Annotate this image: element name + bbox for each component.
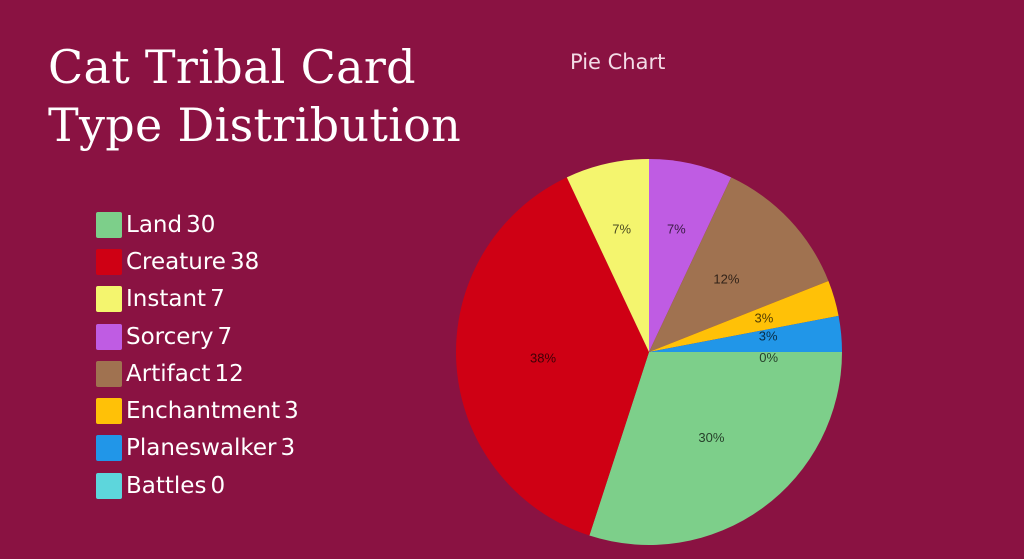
legend-value: 7 xyxy=(210,286,225,313)
legend-item-artifact: Artifact 12 xyxy=(96,355,299,392)
pie-slices xyxy=(455,159,842,545)
pie-label-battles: 0% xyxy=(759,350,778,365)
legend-swatch xyxy=(96,435,122,462)
legend-value: 0 xyxy=(210,472,226,499)
legend-label: Artifact xyxy=(126,360,211,387)
legend-item-planeswalker: Planeswalker 3 xyxy=(96,430,299,467)
pie-label-creature: 38% xyxy=(530,351,556,366)
legend-value: 12 xyxy=(214,360,244,387)
title-line-1: Cat Tribal Card xyxy=(48,40,416,94)
legend-value: 30 xyxy=(186,211,216,238)
pie-label-land: 30% xyxy=(698,430,724,445)
legend-item-enchantment: Enchantment 3 xyxy=(96,392,299,429)
legend-swatch xyxy=(96,211,122,238)
legend-swatch xyxy=(96,360,122,387)
legend-item-land: Land 30 xyxy=(96,206,299,243)
legend-label: Enchantment xyxy=(126,398,281,425)
title-line-2: Type Distribution xyxy=(48,98,462,152)
pie-label-enchantment: 3% xyxy=(755,311,774,326)
pie-slice-enchantment xyxy=(649,280,839,352)
legend-value: 7 xyxy=(217,323,233,350)
legend-swatch xyxy=(96,248,122,275)
legend-item-battles: Battles 0 xyxy=(96,467,299,504)
legend: Land 30 Creature 38 Instant 7 Sorcery 7 … xyxy=(96,206,299,504)
pie-slice-planeswalker xyxy=(649,315,842,352)
legend-swatch xyxy=(96,323,122,350)
legend-label: Instant xyxy=(126,286,207,313)
legend-label: Creature xyxy=(126,248,226,275)
legend-label: Planeswalker xyxy=(126,435,277,462)
chart-title: Pie Chart xyxy=(570,50,666,74)
legend-swatch xyxy=(96,398,122,425)
pie-label-sorcery: 7% xyxy=(667,222,686,237)
pie-label-planeswalker: 3% xyxy=(759,329,778,344)
pie-label-instant: 7% xyxy=(612,222,631,237)
page-title: Cat Tribal Card Type Distribution xyxy=(48,38,461,154)
pie-slice-land xyxy=(589,352,842,545)
legend-label: Land xyxy=(126,211,183,238)
pie-label-artifact: 12% xyxy=(713,271,739,286)
legend-swatch xyxy=(96,286,122,313)
legend-item-creature: Creature 38 xyxy=(96,243,299,280)
legend-item-instant: Instant 7 xyxy=(96,281,299,318)
legend-label: Sorcery xyxy=(126,323,214,350)
pie-labels: 30% 38% 7% 7% 12% 3% 3% 0% xyxy=(530,222,778,445)
legend-value: 3 xyxy=(280,435,296,462)
legend-item-sorcery: Sorcery 7 xyxy=(96,318,299,355)
pie-slice-sorcery xyxy=(649,159,732,352)
pie-slice-instant xyxy=(566,159,649,352)
legend-label: Battles xyxy=(126,472,207,499)
legend-value: 3 xyxy=(284,398,299,425)
legend-value: 38 xyxy=(229,248,260,275)
pie-slice-creature xyxy=(455,177,649,536)
pie-slice-artifact xyxy=(649,177,829,352)
legend-swatch xyxy=(96,472,122,499)
